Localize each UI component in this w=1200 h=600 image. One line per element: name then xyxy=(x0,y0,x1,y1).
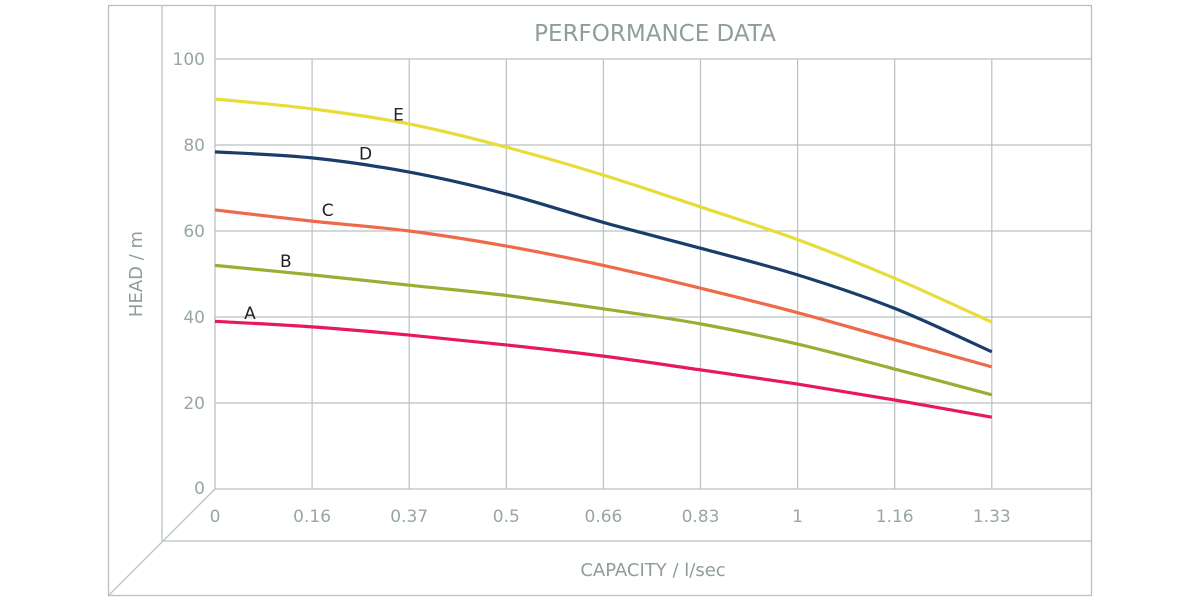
curve-b xyxy=(214,263,993,397)
x-tick-label: 1 xyxy=(792,507,803,527)
curve-a xyxy=(214,319,993,419)
y-tick-label: 80 xyxy=(183,136,205,156)
x-tick-label: 0.16 xyxy=(293,507,331,527)
x-tick-label: 0.37 xyxy=(390,507,428,527)
y-axis-label: HEAD / m xyxy=(126,231,147,317)
curve-label-d: D xyxy=(359,145,372,165)
x-tick-label: 0 xyxy=(210,507,221,527)
curve-labels: A B C D E xyxy=(244,105,404,324)
curve-c xyxy=(214,208,993,369)
curve-label-b: B xyxy=(280,252,292,272)
curve-label-a: A xyxy=(244,304,256,324)
chart-title: PERFORMANCE DATA xyxy=(534,21,776,47)
x-axis-label: CAPACITY / l/sec xyxy=(580,560,725,581)
curve-label-c: C xyxy=(322,201,334,221)
x-tick-label: 0.83 xyxy=(682,507,720,527)
x-tick-label: 0.5 xyxy=(493,507,520,527)
y-tick-label: 0 xyxy=(194,479,205,499)
y-tick-label: 20 xyxy=(183,394,205,414)
y-tick-labels: 0 20 40 60 80 100 xyxy=(173,50,205,499)
grid xyxy=(215,58,1091,489)
chart-frame xyxy=(107,4,1093,597)
curve-d xyxy=(214,150,993,354)
y-tick-label: 40 xyxy=(183,308,205,328)
x-tick-labels: 0 0.16 0.37 0.5 0.66 0.83 1 1.16 1.33 xyxy=(210,507,1011,527)
y-tick-label: 100 xyxy=(173,50,205,70)
x-tick-label: 0.66 xyxy=(584,507,622,527)
x-tick-label: 1.16 xyxy=(876,507,914,527)
curves xyxy=(214,97,993,419)
y-tick-label: 60 xyxy=(183,222,205,242)
curve-e xyxy=(214,97,993,324)
x-tick-label: 1.33 xyxy=(973,507,1011,527)
curve-label-e: E xyxy=(393,105,404,125)
